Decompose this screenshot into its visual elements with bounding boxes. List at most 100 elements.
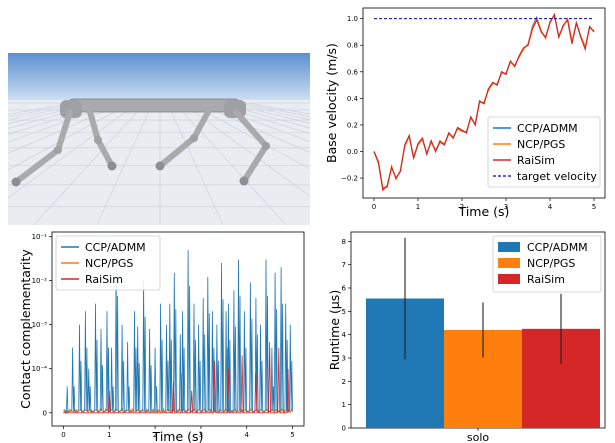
scene-sky (8, 53, 310, 101)
floor-grid-line (207, 99, 310, 129)
velocity-y-axis-label: Base velocity (m/s) (324, 43, 339, 163)
velocity-y-ticks: −0.2 0.0 0.2 0.4 0.6 0.8 1.0 (341, 15, 363, 183)
complementarity-series-line-3 (63, 342, 290, 414)
velocity-y-tick-label: 0.2 (347, 121, 358, 129)
velocity-y-tick-label: 0.8 (347, 42, 358, 50)
robot-hip-front (60, 100, 82, 118)
legend-label-raisim: RaiSim (517, 154, 555, 167)
complementarity-x-ticks: 0 1 2 3 4 5 (61, 426, 295, 439)
complementarity-marks (63, 249, 293, 414)
runtime-y-tick-label: 1 (342, 401, 346, 409)
complementarity-x-tick-label: 4 (244, 431, 249, 439)
velocity-chart: 0 1 2 3 4 5 −0.2 0.0 0.2 0.4 0.6 0.8 1.0 Time (s) B… (324, 7, 606, 219)
floor-grid-line (33, 99, 149, 225)
runtime-marks (366, 237, 600, 428)
velocity-x-tick-label: 4 (548, 203, 553, 211)
legend-label-raisim: RaiSim (527, 273, 565, 286)
complementarity-y-tick-label: 10⁻² (32, 277, 48, 285)
velocity-plot-frame (362, 7, 606, 199)
complementarity-y-tick-label: 10⁻¹ (32, 233, 48, 241)
complementarity-x-tick-label: 3 (199, 431, 203, 439)
velocity-y-tick-label: 0.0 (347, 148, 358, 156)
floor-grid-line (165, 99, 224, 225)
legend-label-ccp: CCP/ADMM (527, 241, 588, 254)
complementarity-series-line-1 (63, 249, 293, 414)
robot-knee (190, 134, 198, 142)
complementarity-y-tick-label: 10⁻³ (32, 321, 48, 329)
runtime-y-tick-label: 2 (342, 378, 346, 386)
runtime-y-ticks: 0 1 2 3 4 5 6 7 8 (342, 238, 479, 433)
floor-grid-line (8, 99, 131, 154)
complementarity-x-tick-label: 1 (107, 431, 111, 439)
velocity-x-tick-label: 1 (416, 203, 420, 211)
legend-swatch-ccp (498, 242, 520, 252)
floor-grid-line (183, 99, 310, 170)
runtime-y-tick-label: 4 (342, 331, 347, 339)
velocity-x-tick-label: 5 (592, 203, 596, 211)
floor-grid-line (8, 99, 143, 199)
velocity-x-axis-label: Time (s) (458, 204, 510, 219)
legend-label-raisim: RaiSim (85, 273, 123, 286)
runtime-y-axis-label: Runtime (μs) (327, 290, 342, 370)
runtime-y-tick-label: 7 (342, 261, 346, 269)
floor-grid-line (195, 99, 310, 142)
complementarity-y-ticks: 0 10⁻⁴ 10⁻³ 10⁻² 10⁻¹ (32, 233, 52, 417)
complementarity-x-tick-label: 2 (153, 431, 157, 439)
runtime-legend: CCP/ADMM NCP/PGS RaiSim (492, 235, 602, 293)
legend-label-ncp: NCP/PGS (527, 257, 575, 270)
robot-scene (8, 53, 310, 225)
legend-label-ccp: CCP/ADMM (517, 122, 578, 135)
runtime-y-tick-label: 5 (342, 308, 346, 316)
legend-label-ncp: NCP/PGS (85, 257, 133, 270)
velocity-gridless-area (373, 12, 595, 192)
floor-grid-line (201, 99, 310, 135)
velocity-x-tick-label: 3 (504, 203, 508, 211)
complementarity-y-tick-label: 10⁻⁴ (32, 365, 48, 373)
velocity-x-tick-label: 2 (460, 203, 464, 211)
runtime-y-tick-label: 6 (342, 285, 347, 293)
velocity-x-ticks: 0 1 2 3 4 5 (372, 198, 596, 211)
velocity-y-tick-label: 0.4 (347, 95, 359, 103)
runtime-category-label: solo (467, 431, 490, 443)
robot-knee (54, 146, 62, 154)
legend-swatch-ncp (498, 258, 520, 268)
velocity-x-tick-label: 0 (372, 203, 376, 211)
floor-grid-line (8, 99, 125, 143)
legend-label-ccp: CCP/ADMM (85, 241, 146, 254)
floor-grid-line (171, 99, 287, 225)
runtime-chart: 0 1 2 3 4 5 6 7 8 solo Runtime (μs) CCP/ADMM NCP… (327, 231, 606, 443)
velocity-legend: CCP/ADMM NCP/PGS RaiSim target velocity (487, 116, 601, 188)
complementarity-y-axis-label: Contact complementarity (18, 249, 33, 409)
floor-grid-line (8, 99, 107, 125)
legend-swatch-raisim (498, 274, 520, 284)
runtime-y-tick-label: 0 (342, 425, 346, 433)
robot-body (67, 98, 241, 113)
runtime-y-tick-label: 3 (342, 355, 346, 363)
floor-grid-line (8, 99, 119, 135)
robot-foot (155, 161, 165, 171)
runtime-y-tick-label: 8 (342, 238, 346, 246)
robot-foot (107, 161, 117, 171)
floor-grid-line (177, 99, 310, 197)
complementarity-x-tick-label: 5 (290, 431, 294, 439)
complementarity-x-axis-label: Time (s) (152, 429, 204, 443)
velocity-y-tick-label: −0.2 (341, 175, 358, 183)
robot-foot (11, 177, 21, 187)
robot-knee (262, 142, 270, 150)
legend-label-ncp: NCP/PGS (517, 138, 565, 151)
robot-illustration (11, 98, 270, 187)
complementarity-plot-frame (51, 231, 305, 427)
velocity-y-tick-label: 0.6 (347, 68, 359, 76)
velocity-y-tick-label: 1.0 (347, 15, 358, 23)
complementarity-x-tick-label: 0 (61, 431, 65, 439)
floor-grid-line (96, 99, 155, 225)
robot-foot (239, 176, 249, 186)
complementarity-y-tick-label: 0 (43, 409, 47, 417)
velocity-series-line-3 (373, 12, 595, 192)
complementarity-legend: CCP/ADMM NCP/PGS RaiSim (55, 235, 161, 291)
robot-knee (94, 136, 102, 144)
floor-grid-line (8, 99, 113, 129)
legend-label-target: target velocity (517, 170, 597, 183)
complementarity-chart: 0 1 2 3 4 5 0 10⁻⁴ 10⁻³ 10⁻² 10⁻¹ Time (s) Contac… (18, 231, 305, 443)
